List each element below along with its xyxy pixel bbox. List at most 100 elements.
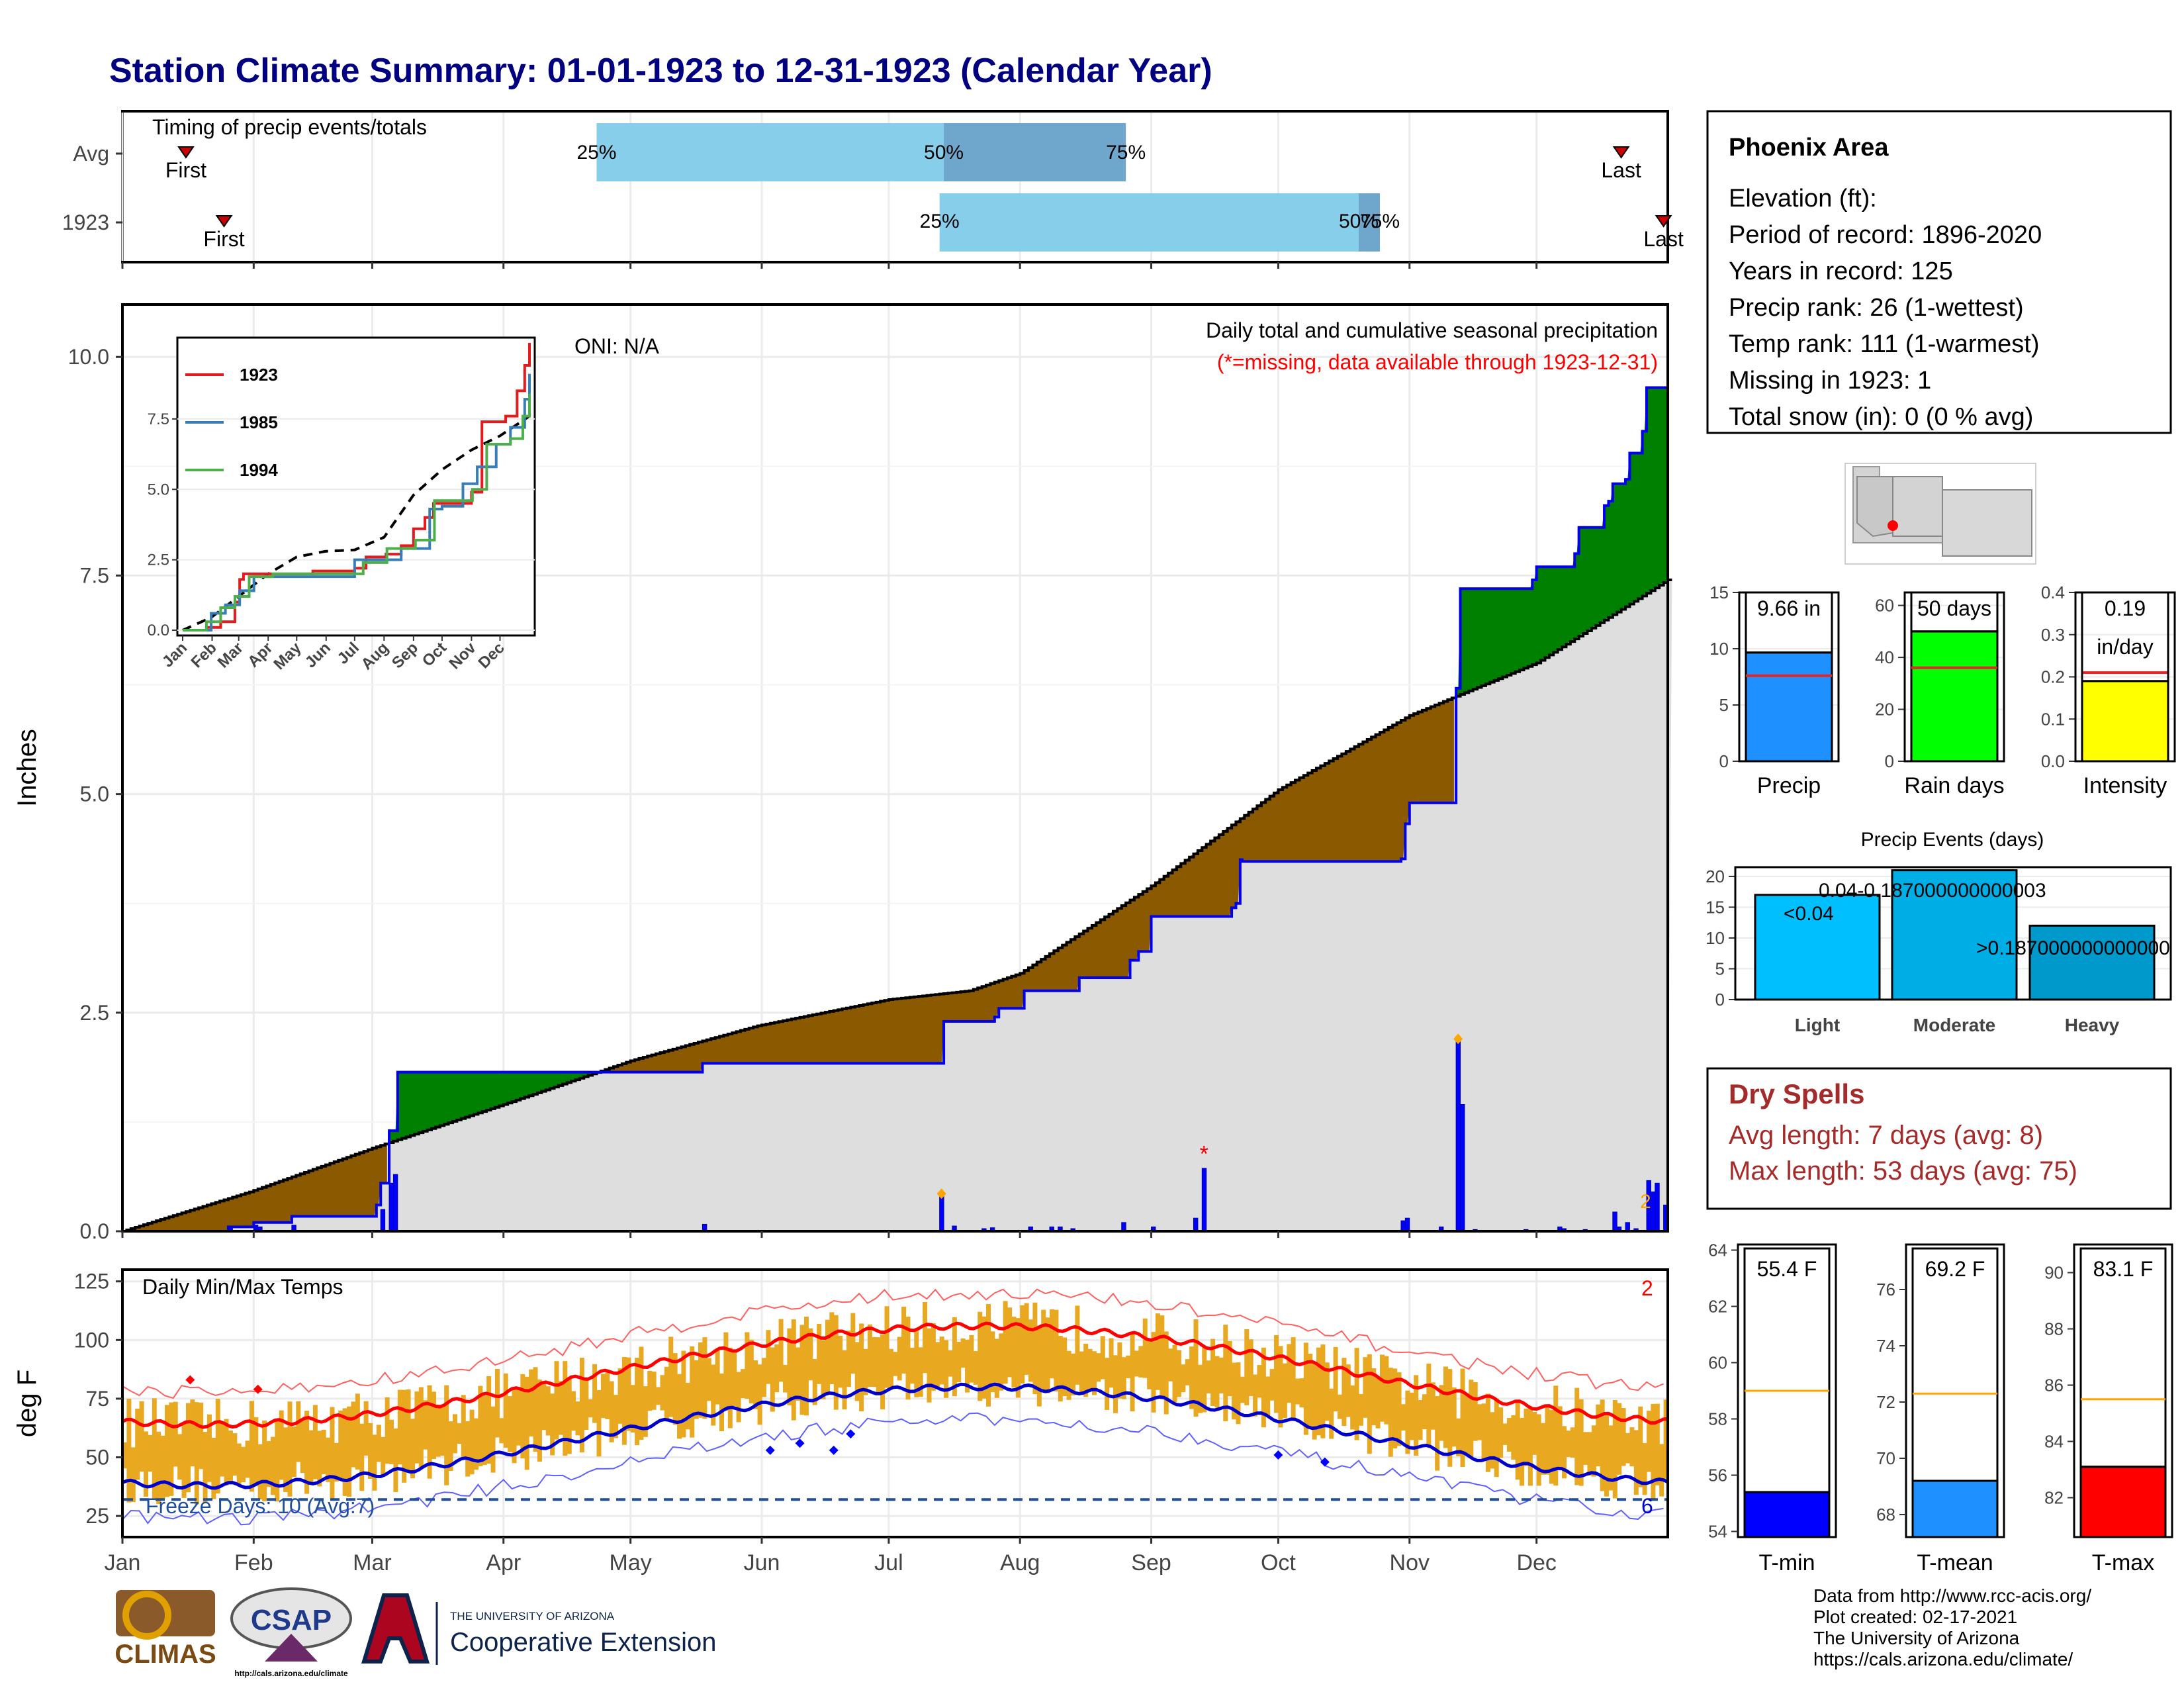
temp-xtick-label: Jul [874,1550,903,1575]
daily-temp-bar [402,1389,407,1483]
daily-temp-bar [1303,1342,1308,1435]
daily-temp-bar [635,1358,640,1446]
daily-temp-bar [554,1361,559,1440]
daily-temp-bar [1621,1408,1626,1466]
temp-bar-value-label: 69.2 F [1925,1257,1985,1281]
temp-bar-ytick-label: 88 [2044,1319,2064,1339]
missing-data-marker: * [1200,1141,1208,1166]
daily-temp-bar [461,1395,466,1460]
daily-temp-bar [228,1430,233,1481]
daily-temp-bar [1020,1305,1025,1384]
daily-temp-bar [1050,1309,1054,1379]
record-low-marker [1320,1457,1330,1467]
daily-temp-bar [1096,1353,1101,1382]
daily-temp-bar [1261,1347,1266,1428]
daily-temp-bar [575,1401,580,1436]
daily-temp-bar [529,1369,534,1437]
map-texas [1942,489,2032,557]
daily-temp-bar [1651,1403,1656,1499]
daily-temp-bar [499,1418,504,1444]
precip-bar-ytick-label: 0 [1719,751,1729,771]
daily-temp-bar [863,1348,868,1395]
info-line: Total snow (in): 0 (0 % avg) [1729,403,2033,431]
daily-temp-bar [1612,1400,1617,1499]
daily-temp-bar [1274,1335,1279,1413]
temp-xtick-label: Aug [1000,1550,1040,1575]
timing-first-marker [215,215,233,228]
info-line: Temp rank: 111 (1-warmest) [1729,330,2040,358]
main-ytick-label: 2.5 [80,1001,109,1025]
daily-temp-bar [130,1447,136,1503]
daily-temp-bar [1062,1337,1068,1397]
temp-summary-bar [1911,1479,1999,1538]
main-corner-label: 2 [1640,1191,1651,1213]
daily-temp-bar [1481,1403,1486,1460]
record-high-line [122,1288,1664,1399]
daily-temp-bar [1312,1362,1317,1440]
daily-temp-bar [326,1437,331,1482]
precip-bar-ytick-label: 5 [1719,695,1729,715]
daily-temp-bar [1172,1344,1177,1402]
daily-temp-bar [1557,1406,1563,1468]
record-low-marker [846,1429,856,1439]
daily-temp-bar [867,1324,872,1387]
daily-temp-bar [452,1414,457,1454]
daily-temp-bar [923,1301,928,1374]
ua-logo-mark [361,1593,430,1664]
daily-temp-bar [757,1364,762,1425]
daily-temp-bar [621,1356,627,1445]
daily-temp-bar [1130,1333,1135,1412]
daily-temp-bar [215,1399,220,1494]
daily-temp-bar [486,1376,492,1464]
daily-temp-bar [664,1366,669,1421]
daily-temp-bar [829,1312,835,1385]
daily-temp-bar [741,1369,745,1398]
daily-temp-bar [321,1429,326,1475]
daily-temp-bar [1113,1355,1118,1413]
daily-temp-bar [1520,1417,1525,1486]
daily-temp-bar [918,1347,923,1397]
locator-map [1844,463,2036,565]
daily-temp-bar [1511,1415,1516,1460]
daily-temp-bar [1189,1346,1195,1409]
temp-xtick-label: Apr [486,1550,521,1575]
info-line: Period of record: 1896-2020 [1729,221,2042,249]
daily-temp-bar [1422,1394,1427,1429]
daily-temp-bar [681,1350,686,1438]
inset-ytick-label: 0.0 [148,622,169,639]
daily-temp-bar [1545,1407,1550,1475]
daily-temp-bar [283,1427,289,1493]
daily-temp-bar [1553,1385,1559,1486]
daily-temp-bar [1269,1369,1275,1401]
daily-temp-bar [897,1336,902,1381]
daily-temp-bar [1642,1443,1647,1495]
daily-temp-bar [909,1347,915,1384]
daily-temp-bar [782,1364,788,1393]
climas-logo-sun [122,1591,171,1640]
daily-temp-bar [1562,1426,1567,1479]
events-ytick-label: 10 [1706,928,1725,948]
daily-temp-bar [558,1381,563,1435]
main-ytick-label: 0.0 [80,1219,109,1243]
daily-temp-bar [1079,1351,1084,1392]
daily-temp-bar [1160,1315,1165,1399]
climas-logo: CLIMAS [114,1590,216,1669]
daily-temp-bar [732,1350,737,1407]
info-frame [1706,110,2172,434]
temp-corner-bottom: 6 [1641,1494,1653,1518]
temp-summary-bars: 54 56 58 60 62 64 55.4 F T-min 68 70 72 74 76 69.2 F T… [1708,1241,2173,1575]
temp-bar-ytick-label: 58 [1708,1409,1727,1429]
daily-temp-bar [596,1390,602,1457]
events-ytick-label: 20 [1706,867,1725,886]
normal-min-line [122,1382,1669,1490]
daily-temp-bar [901,1306,907,1374]
temp-bar-ytick-label: 64 [1708,1241,1727,1260]
daily-temp-bar [1625,1432,1631,1464]
daily-temp-bar [1498,1407,1504,1458]
daily-temp-bar [643,1386,648,1437]
daily-temp-bar [1181,1364,1186,1393]
daily-temp-bar [177,1434,183,1480]
daily-temp-bar [1087,1348,1093,1391]
daily-temp-bar [257,1444,263,1500]
precip-summary-bar [1745,651,1833,763]
